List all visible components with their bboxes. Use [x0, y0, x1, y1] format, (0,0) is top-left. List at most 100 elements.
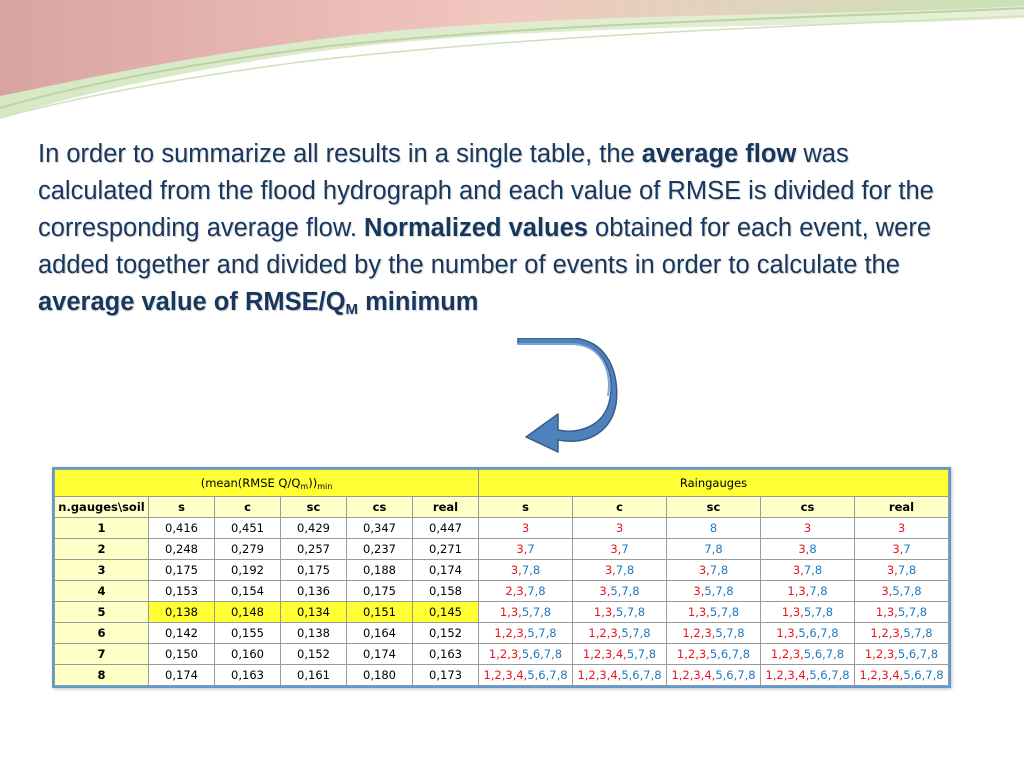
raingauges-cell: 1,2,3,4,5,6,7,8 — [854, 664, 949, 686]
table-row: 4 0,153 0,154 0,136 0,175 0,158 2,3,7,8 3,5,7,8… — [54, 580, 949, 602]
raingauges-cell: 1,3,5,7,8 — [854, 601, 949, 623]
rmse-value-cell: 0,257 — [280, 538, 347, 560]
gauge-list-red: 3, — [892, 542, 904, 556]
gauge-list-red: 3, — [886, 563, 898, 577]
rmse-value-cell: 0,347 — [346, 517, 413, 539]
gauge-list-red: 1,2,3,4, — [859, 668, 904, 682]
corner-header: n.gauges\soil — [54, 496, 149, 518]
rmse-value-cell: 0,175 — [280, 559, 347, 581]
paragraph-segment: In order to summarize all results in a s… — [38, 140, 642, 168]
raingauges-cell: 1,2,3,4,5,7,8 — [572, 643, 667, 665]
gauge-list-blue: 5,6,7,8 — [903, 668, 944, 682]
row-label: 7 — [54, 643, 149, 665]
gauge-list-blue: 5,7,8 — [626, 647, 657, 661]
rmse-value-cell: 0,188 — [346, 559, 413, 581]
gauge-list-blue: 5,7,8 — [521, 605, 552, 619]
raingauges-cell: 2,3,7,8 — [478, 580, 573, 602]
raingauges-cell: 1,2,3,4,5,6,7,8 — [572, 664, 667, 686]
rmse-value-cell: 0,151 — [346, 601, 413, 623]
row-label: 2 — [54, 538, 149, 560]
gauge-list-blue: 5,6,7,8 — [798, 626, 839, 640]
raingauges-cell: 3 — [760, 517, 855, 539]
rmse-value-cell: 0,136 — [280, 580, 347, 602]
gauge-list-blue: 5,7,8 — [715, 626, 745, 640]
results-table-frame: (mean(RMSE Q/Qm))min Raingauges n.gauges… — [52, 467, 951, 688]
row-label: 5 — [54, 601, 149, 623]
table-row: 2 0,248 0,279 0,257 0,237 0,271 3,7 3,7 7,8 3,8 3,… — [54, 538, 949, 560]
gauge-list-red: 3, — [881, 584, 893, 598]
raingauges-cell: 3 — [478, 517, 573, 539]
rmse-value-cell: 0,138 — [280, 622, 347, 644]
raingauges-cell: 3,7 — [854, 538, 949, 560]
gauge-list-red: 3, — [610, 542, 622, 556]
gauge-list-blue: 5,7,8 — [892, 584, 922, 598]
rmse-value-cell: 0,429 — [280, 517, 347, 539]
col-header-raingauges-c: c — [572, 496, 667, 518]
raingauges-cell: 1,2,3,5,7,8 — [666, 622, 761, 644]
raingauges-cell: 7,8 — [666, 538, 761, 560]
gauge-list-blue: 8 — [709, 521, 718, 535]
raingauges-cell: 1,3,5,7,8 — [478, 601, 573, 623]
rmse-value-cell: 0,164 — [346, 622, 413, 644]
paragraph-segment: M — [345, 301, 359, 318]
gauge-list-blue: 5,7,8 — [709, 605, 740, 619]
raingauges-cell: 3,5,7,8 — [666, 580, 761, 602]
gauge-list-blue: 5,7,8 — [615, 605, 646, 619]
table-row: 8 0,174 0,163 0,161 0,180 0,173 1,2,3,4,5,6,7,… — [54, 664, 949, 686]
summary-paragraph: In order to summarize all results in a s… — [38, 136, 968, 321]
gauge-list-red: 1,2,3,4, — [483, 668, 528, 682]
rmse-value-cell: 0,142 — [148, 622, 215, 644]
gauge-list-blue: 7 — [903, 542, 911, 556]
gauge-list-blue: 7,8 — [803, 563, 823, 577]
col-header-raingauges-sc: sc — [666, 496, 761, 518]
gauge-list-blue: 5,6,7,8 — [521, 647, 563, 661]
gauge-list-red: 3, — [604, 563, 616, 577]
col-header-raingauges-s: s — [478, 496, 573, 518]
gauge-list-red: 1,2,3,4, — [671, 668, 716, 682]
gauge-list-red: 1,3, — [593, 605, 616, 619]
raingauges-cell: 1,3,5,7,8 — [666, 601, 761, 623]
decorative-header-waves — [0, 0, 1024, 119]
raingauges-cell: 1,3,5,7,8 — [760, 601, 855, 623]
gauge-list-blue: 7 — [527, 542, 535, 556]
table-row: 5 0,138 0,148 0,134 0,151 0,145 1,3,5,7,8 1,3,5… — [54, 601, 949, 623]
gauge-list-blue: 5,7,8 — [903, 626, 933, 640]
paragraph-segment: average flow — [641, 140, 797, 168]
raingauges-cell: 1,3,5,6,7,8 — [760, 622, 855, 644]
raingauges-cell: 3,7,8 — [854, 559, 949, 581]
gauge-list-blue: 7 — [621, 542, 629, 556]
gauge-list-red: 3, — [698, 563, 710, 577]
rmse-value-cell: 0,163 — [412, 643, 479, 665]
gauge-list-blue: 5,6,7,8 — [803, 647, 845, 661]
rmse-value-cell: 0,271 — [412, 538, 479, 560]
gauge-list-red: 1,2,3, — [870, 626, 904, 640]
rmse-value-cell: 0,175 — [148, 559, 215, 581]
gauge-list-blue: 5,6,7,8 — [527, 668, 568, 682]
rmse-value-cell: 0,150 — [148, 643, 215, 665]
col-header-rmse-s: s — [148, 496, 215, 518]
gauge-list-blue: 7,8 — [521, 563, 541, 577]
gauge-list-blue: 7,8 — [709, 563, 729, 577]
gauge-list-red: 3, — [510, 563, 522, 577]
gauge-list-red: 3, — [516, 542, 528, 556]
gauge-list-red: 1,3, — [687, 605, 710, 619]
table-row: 1 0,416 0,451 0,429 0,347 0,447 3 3 8 3 3 — [54, 517, 949, 539]
table-row: 6 0,142 0,155 0,138 0,164 0,152 1,2,3,5,7,8 1,2… — [54, 622, 949, 644]
gauge-list-red: 1,2,3,4, — [765, 668, 810, 682]
raingauges-cell: 3 — [572, 517, 667, 539]
row-label: 6 — [54, 622, 149, 644]
col-header-raingauges-real: real — [854, 496, 949, 518]
gauge-list-red: 3, — [599, 584, 611, 598]
col-header-rmse-cs: cs — [346, 496, 413, 518]
gauge-list-blue: 7,8 — [527, 584, 546, 598]
gauge-list-blue: 5,6,7,8 — [621, 668, 662, 682]
gauge-list-blue: 5,7,8 — [621, 626, 651, 640]
gauge-list-red: 3 — [521, 521, 530, 535]
gauge-list-red: 1,2,3, — [494, 626, 528, 640]
raingauges-cell: 1,3,5,7,8 — [572, 601, 667, 623]
rmse-value-cell: 0,152 — [412, 622, 479, 644]
raingauges-cell: 1,2,3,4,5,6,7,8 — [478, 664, 573, 686]
raingauges-cell: 3,7 — [478, 538, 573, 560]
gauge-list-blue: 7,8 — [704, 542, 723, 556]
rmse-value-cell: 0,138 — [148, 601, 215, 623]
